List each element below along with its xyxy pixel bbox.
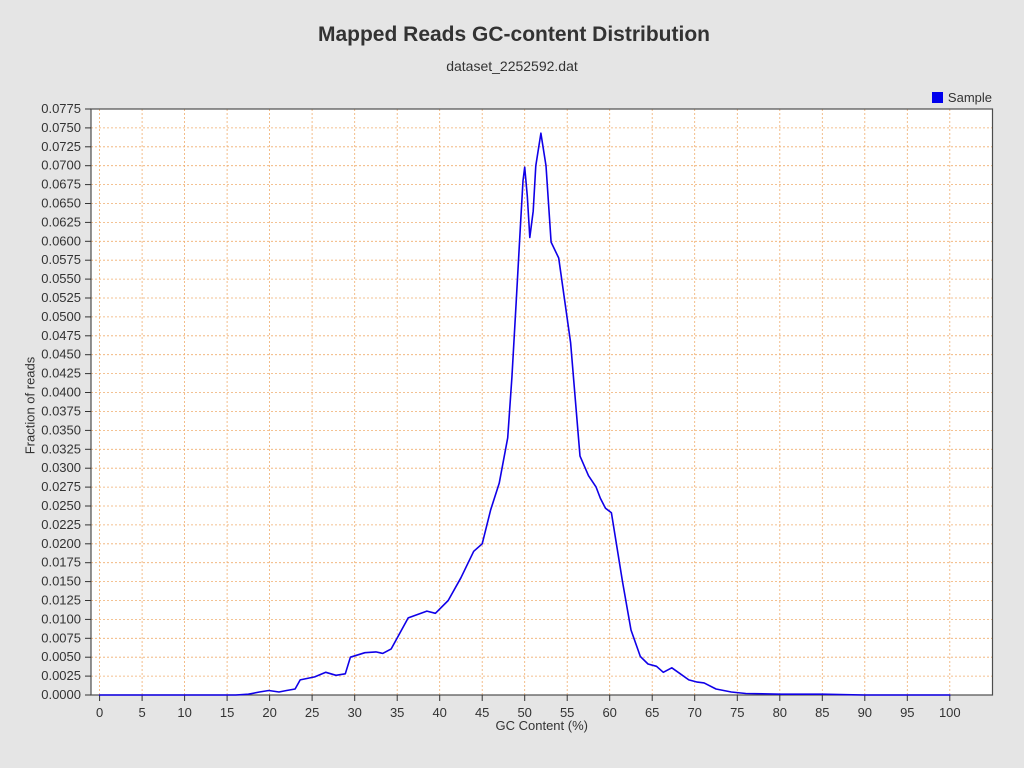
svg-text:0.0325: 0.0325 xyxy=(41,441,81,456)
svg-text:10: 10 xyxy=(177,705,191,720)
svg-text:0.0450: 0.0450 xyxy=(41,347,81,362)
svg-text:30: 30 xyxy=(347,705,361,720)
svg-text:90: 90 xyxy=(858,705,872,720)
svg-text:0.0625: 0.0625 xyxy=(41,214,81,229)
svg-text:0.0425: 0.0425 xyxy=(41,366,81,381)
svg-text:80: 80 xyxy=(773,705,787,720)
svg-text:0.0200: 0.0200 xyxy=(41,536,81,551)
svg-text:70: 70 xyxy=(687,705,701,720)
svg-text:0.0675: 0.0675 xyxy=(41,177,81,192)
svg-text:0.0775: 0.0775 xyxy=(41,101,81,116)
svg-text:0.0175: 0.0175 xyxy=(41,555,81,570)
svg-text:40: 40 xyxy=(432,705,446,720)
svg-text:0.0725: 0.0725 xyxy=(41,139,81,154)
svg-text:0: 0 xyxy=(96,705,103,720)
svg-text:0.0400: 0.0400 xyxy=(41,385,81,400)
svg-text:75: 75 xyxy=(730,705,744,720)
svg-text:0.0525: 0.0525 xyxy=(41,290,81,305)
svg-text:0.0300: 0.0300 xyxy=(41,460,81,475)
svg-text:0.0025: 0.0025 xyxy=(41,668,81,683)
svg-text:0.0225: 0.0225 xyxy=(41,517,81,532)
svg-text:60: 60 xyxy=(602,705,616,720)
svg-text:0.0000: 0.0000 xyxy=(41,687,81,702)
svg-text:0.0575: 0.0575 xyxy=(41,252,81,267)
svg-text:0.0050: 0.0050 xyxy=(41,649,81,664)
svg-text:55: 55 xyxy=(560,705,574,720)
svg-text:0.0100: 0.0100 xyxy=(41,611,81,626)
svg-text:0.0475: 0.0475 xyxy=(41,328,81,343)
svg-text:0.0250: 0.0250 xyxy=(41,498,81,513)
svg-text:50: 50 xyxy=(517,705,531,720)
svg-text:45: 45 xyxy=(475,705,489,720)
svg-text:35: 35 xyxy=(390,705,404,720)
svg-text:15: 15 xyxy=(220,705,234,720)
svg-text:0.0075: 0.0075 xyxy=(41,630,81,645)
svg-text:0.0375: 0.0375 xyxy=(41,404,81,419)
svg-text:20: 20 xyxy=(262,705,276,720)
svg-text:0.0350: 0.0350 xyxy=(41,422,81,437)
svg-text:0.0700: 0.0700 xyxy=(41,158,81,173)
svg-text:0.0275: 0.0275 xyxy=(41,479,81,494)
svg-text:5: 5 xyxy=(138,705,145,720)
svg-text:0.0750: 0.0750 xyxy=(41,120,81,135)
svg-text:0.0550: 0.0550 xyxy=(41,271,81,286)
svg-text:95: 95 xyxy=(900,705,914,720)
svg-text:100: 100 xyxy=(939,705,961,720)
svg-text:25: 25 xyxy=(305,705,319,720)
svg-text:65: 65 xyxy=(645,705,659,720)
svg-text:0.0150: 0.0150 xyxy=(41,574,81,589)
svg-text:0.0125: 0.0125 xyxy=(41,593,81,608)
svg-text:85: 85 xyxy=(815,705,829,720)
svg-text:0.0500: 0.0500 xyxy=(41,309,81,324)
svg-text:0.0650: 0.0650 xyxy=(41,196,81,211)
svg-text:0.0600: 0.0600 xyxy=(41,233,81,248)
